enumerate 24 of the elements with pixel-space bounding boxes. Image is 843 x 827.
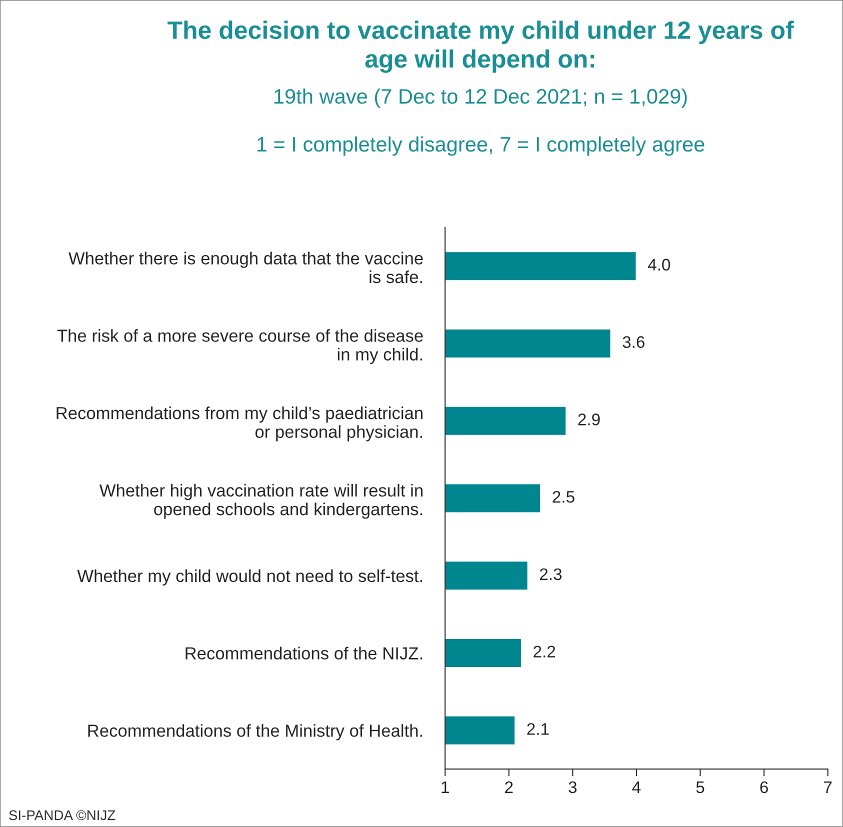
chart-title: The decision to vaccinate my child under 12 years of age will depend on:	[168, 20, 794, 73]
y-tick-label: Recommendations of the NIJZ.	[186, 646, 422, 660]
data-label: 4.0	[648, 258, 670, 271]
y-tick-label: The risk of a more severe course of the disease in my child.	[57, 329, 423, 364]
y-tick-label: Whether high vaccination rate will result in opened schools and kindergartens.	[99, 484, 422, 519]
x-tick-label: 3	[568, 781, 577, 794]
x-tick-label: 6	[760, 781, 768, 794]
text: 19th wave (7 Dec to 12 Dec 2021; n = 1,029) 1 = I completely disagree, 7 = I completely agree	[257, 88, 704, 156]
x-tick-label: 2	[505, 781, 513, 793]
data-label: 2.9	[578, 414, 600, 426]
data-label: 3.6	[622, 336, 644, 348]
y-tick-label: Whether my child would not need to self-test.	[77, 569, 422, 586]
text: SI-PANDA ©NIJZ	[9, 810, 116, 820]
data-label: 2.3	[540, 568, 562, 580]
data-label: 2.1	[527, 723, 549, 735]
y-tick-label: Recommendations from my child’s paediatrician or personal physician.	[56, 406, 422, 442]
y-tick-label: Whether there is enough data that the vaccine is safe.	[68, 252, 423, 284]
x-tick-label: 1	[442, 782, 449, 793]
y-tick-label: Recommendations of the Ministry of Health.	[88, 724, 422, 740]
data-label: 2.5	[552, 490, 574, 503]
x-tick-label: 4	[632, 782, 641, 793]
data-label: 2.2	[534, 646, 556, 658]
x-tick-label: 5	[696, 782, 704, 794]
x-tick-label: 7	[824, 782, 832, 793]
